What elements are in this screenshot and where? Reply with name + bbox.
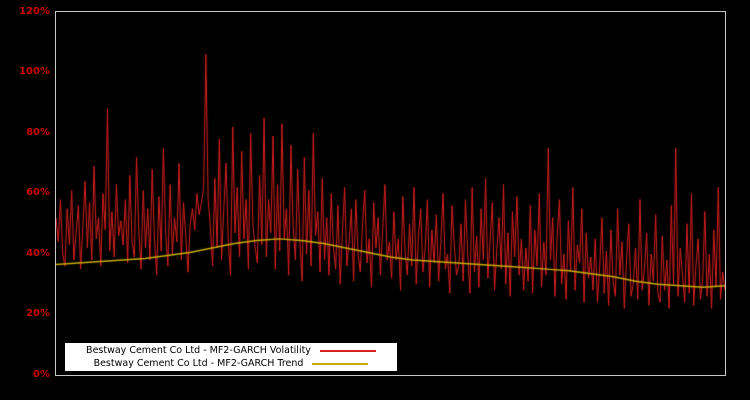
- legend-item-volatility: Bestway Cement Co Ltd - MF2-GARCH Volati…: [69, 344, 393, 357]
- legend: Bestway Cement Co Ltd - MF2-GARCH Volati…: [65, 343, 397, 371]
- y-axis-tick-label: 120%: [19, 6, 50, 17]
- legend-line-sample-volatility: [319, 349, 376, 352]
- y-axis-tick-label: 0%: [33, 369, 50, 380]
- y-axis-tick-label: 100%: [19, 66, 50, 77]
- y-axis-tick-label: 40%: [26, 248, 50, 259]
- y-axis-tick-label: 80%: [26, 127, 50, 138]
- legend-line-sample-trend: [312, 362, 369, 365]
- y-axis-tick-label: 60%: [26, 187, 50, 198]
- plot-area: [55, 11, 726, 376]
- legend-label-volatility: Bestway Cement Co Ltd - MF2-GARCH Volati…: [86, 345, 311, 356]
- legend-label-trend: Bestway Cement Co Ltd - MF2-GARCH Trend: [93, 358, 304, 369]
- volatility-trend-chart: [56, 12, 725, 375]
- legend-item-trend: Bestway Cement Co Ltd - MF2-GARCH Trend: [69, 357, 393, 370]
- y-axis-tick-label: 20%: [26, 308, 50, 319]
